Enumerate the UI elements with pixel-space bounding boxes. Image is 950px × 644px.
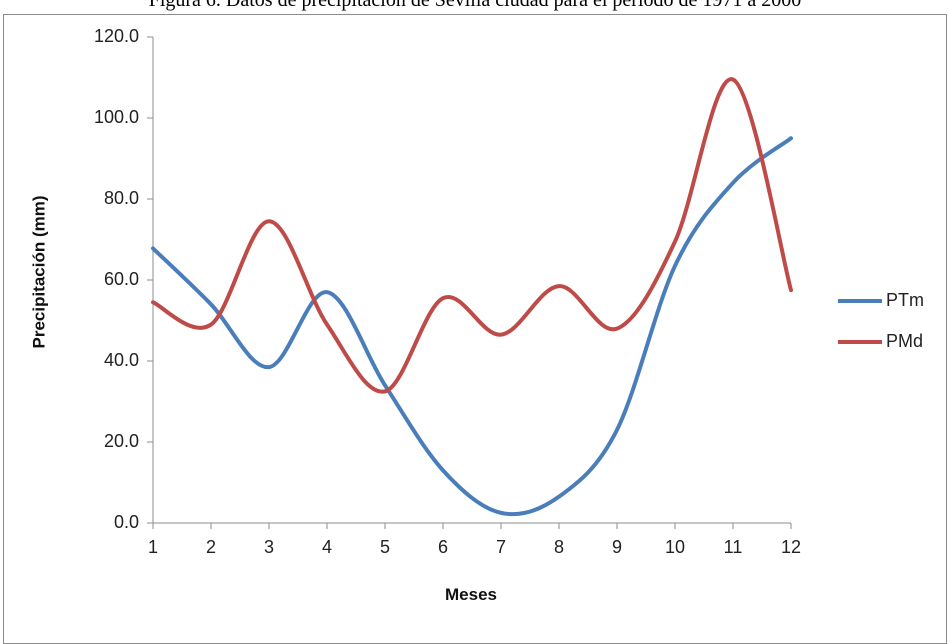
y-tick-label: 120.0	[94, 26, 139, 46]
y-axis: 0.0 20.0 40.0 60.0 80.0 100.0 120.0	[94, 26, 153, 532]
x-tick-label: 3	[264, 537, 274, 557]
x-tick-label: 1	[148, 537, 158, 557]
y-tick-label: 40.0	[104, 350, 139, 370]
y-tick-label: 20.0	[104, 431, 139, 451]
series-line-pmd	[153, 79, 791, 392]
x-tick-label: 7	[496, 537, 506, 557]
x-tick-label: 12	[781, 537, 801, 557]
x-tick-label: 9	[612, 537, 622, 557]
x-tick-label: 6	[438, 537, 448, 557]
x-axis-title: Meses	[445, 585, 497, 604]
x-tick-label: 8	[554, 537, 564, 557]
x-tick-label: 4	[322, 537, 332, 557]
x-tick-label: 2	[206, 537, 216, 557]
x-tick-label: 10	[665, 537, 685, 557]
y-tick-label: 80.0	[104, 188, 139, 208]
y-tick-label: 100.0	[94, 107, 139, 127]
legend-label-ptm: PTm	[886, 290, 924, 310]
y-tick-label: 60.0	[104, 269, 139, 289]
x-tick-label: 11	[724, 537, 743, 557]
series-layer	[153, 79, 791, 514]
legend-label-pmd: PMd	[886, 331, 923, 351]
series-line-ptm	[153, 138, 791, 514]
legend: PTm PMd	[838, 290, 924, 351]
y-axis-title: Precipitación (mm)	[29, 195, 48, 348]
y-tick-label: 0.0	[114, 512, 139, 532]
x-tick-label: 5	[380, 537, 390, 557]
